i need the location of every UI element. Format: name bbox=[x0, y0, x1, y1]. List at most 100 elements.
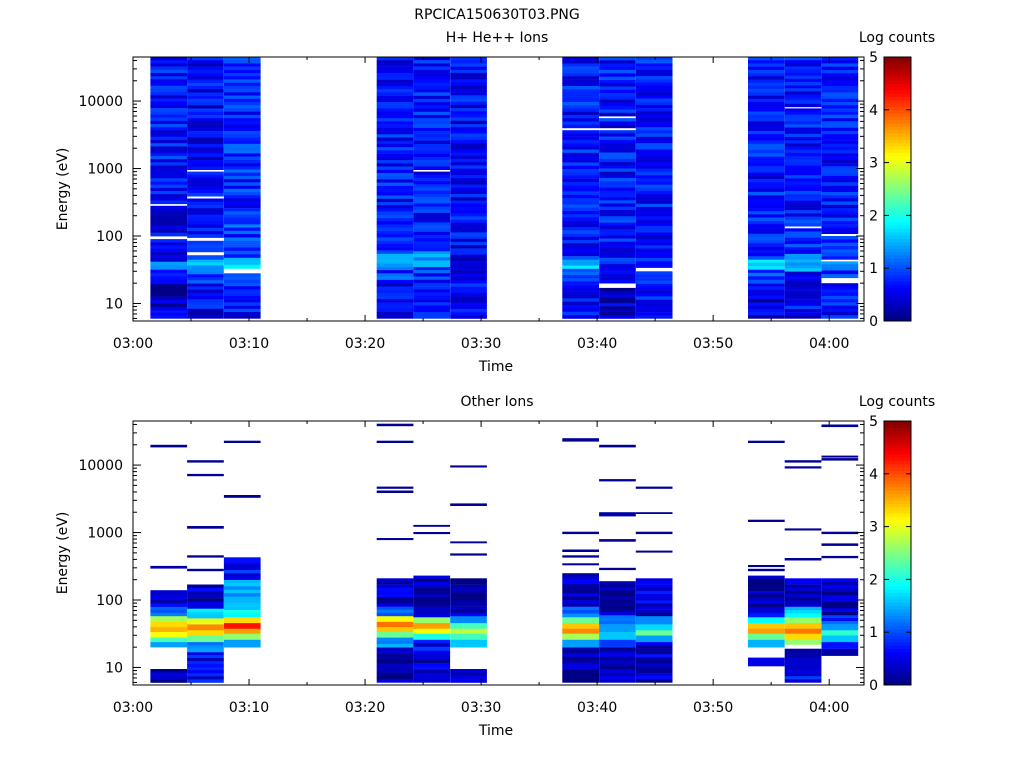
heatmap-cell bbox=[821, 270, 859, 275]
heatmap-cell bbox=[187, 624, 224, 631]
heatmap-cell bbox=[821, 134, 859, 138]
heatmap-cell bbox=[748, 211, 785, 215]
heatmap-cell bbox=[635, 635, 673, 643]
heatmap-cell bbox=[784, 676, 822, 680]
heatmap-cell bbox=[150, 229, 188, 233]
heatmap-cell bbox=[599, 193, 636, 198]
heatmap-cell bbox=[748, 262, 785, 267]
heatmap-cell bbox=[562, 69, 599, 74]
heatmap-cell bbox=[450, 190, 487, 195]
heatmap-cell bbox=[450, 286, 487, 291]
heatmap-cell bbox=[562, 256, 599, 260]
heatmap-cell bbox=[187, 190, 224, 194]
heatmap-cell bbox=[187, 160, 224, 164]
colorbar-swatch bbox=[884, 288, 911, 292]
heatmap-cell bbox=[150, 603, 188, 607]
colorbar-swatch bbox=[884, 645, 911, 650]
heatmap-cell bbox=[223, 299, 261, 303]
heatmap-cell bbox=[562, 230, 599, 234]
colorbar-swatch bbox=[884, 619, 911, 623]
heatmap-cell bbox=[784, 250, 822, 254]
heatmap-cell bbox=[599, 618, 636, 622]
heatmap-cell bbox=[784, 290, 822, 294]
colorbar-swatch bbox=[884, 126, 911, 130]
heatmap-cell bbox=[562, 165, 599, 170]
heatmap-cell bbox=[748, 565, 785, 568]
heatmap-cell bbox=[748, 276, 785, 280]
heatmap-cell bbox=[413, 82, 451, 87]
heatmap-cell bbox=[376, 73, 414, 77]
heatmap-cell bbox=[413, 156, 451, 161]
heatmap-cell bbox=[784, 622, 822, 629]
heatmap-cell bbox=[821, 204, 859, 209]
heatmap-cell bbox=[413, 584, 451, 589]
heatmap-cell bbox=[376, 676, 414, 680]
heatmap-cell bbox=[150, 146, 188, 150]
heatmap-cell bbox=[635, 168, 673, 173]
heatmap-cell bbox=[599, 251, 636, 255]
heatmap-cell bbox=[413, 260, 451, 264]
heatmap-cell bbox=[599, 232, 636, 236]
heatmap-cell bbox=[413, 650, 451, 654]
heatmap-cell bbox=[821, 92, 859, 96]
heatmap-cell bbox=[748, 578, 785, 583]
heatmap-cell bbox=[784, 85, 822, 89]
heatmap-cell bbox=[376, 597, 414, 601]
heatmap-cell bbox=[413, 603, 451, 607]
colorbar-swatch bbox=[884, 90, 911, 94]
heatmap-cell bbox=[599, 89, 636, 94]
heatmap-cell bbox=[450, 88, 487, 93]
heatmap-cell bbox=[821, 618, 859, 622]
heatmap-cell bbox=[784, 253, 822, 257]
heatmap-cell bbox=[223, 143, 261, 148]
heatmap-cell bbox=[413, 184, 451, 188]
colorbar-swatch bbox=[884, 510, 911, 514]
heatmap-cell bbox=[748, 220, 785, 225]
heatmap-cell bbox=[150, 269, 188, 274]
heatmap-cell bbox=[562, 133, 599, 137]
heatmap-cell bbox=[187, 265, 224, 269]
panel-h-he-ions: H+ He++ Ions 03:00 03:10 03:20 03:30 03:40 03… bbox=[55, 30, 935, 375]
heatmap-cell bbox=[562, 259, 599, 263]
heatmap-cell bbox=[413, 639, 451, 644]
x-tick-label: 03:20 bbox=[345, 336, 385, 352]
heatmap-cell bbox=[821, 584, 859, 589]
heatmap-cell bbox=[187, 315, 224, 319]
heatmap-cell bbox=[413, 137, 451, 141]
heatmap-cell bbox=[413, 656, 451, 661]
heatmap-cell bbox=[187, 274, 224, 278]
heatmap-cell bbox=[150, 184, 188, 189]
heatmap-cell bbox=[784, 666, 822, 671]
heatmap-cell bbox=[748, 114, 785, 119]
heatmap-cell bbox=[187, 629, 224, 636]
heatmap-cell bbox=[562, 63, 599, 67]
heatmap-cell bbox=[413, 111, 451, 116]
heatmap-cell bbox=[784, 265, 822, 269]
heatmap-cell bbox=[413, 646, 451, 651]
heatmap-cell bbox=[562, 549, 599, 552]
colorbar-tick-label: 5 bbox=[869, 50, 878, 66]
heatmap-cell bbox=[784, 240, 822, 245]
heatmap-cell bbox=[562, 108, 599, 113]
heatmap-cell bbox=[821, 621, 859, 625]
heatmap-cell bbox=[450, 280, 487, 284]
heatmap-cell bbox=[784, 670, 822, 674]
colorbar-swatch bbox=[884, 297, 911, 302]
heatmap-cell bbox=[562, 201, 599, 205]
heatmap-cell bbox=[376, 616, 414, 622]
heatmap-cell bbox=[599, 599, 636, 603]
heatmap-cell bbox=[376, 247, 414, 251]
heatmap-cell bbox=[187, 66, 224, 71]
heatmap-cell bbox=[784, 66, 822, 70]
heatmap-cell bbox=[562, 118, 599, 122]
heatmap-cell bbox=[223, 570, 261, 574]
heatmap-cell bbox=[150, 101, 188, 106]
colorbar-swatch bbox=[884, 116, 911, 121]
heatmap-cell bbox=[376, 160, 414, 164]
heatmap-cell bbox=[223, 79, 261, 83]
heatmap-cell bbox=[562, 531, 599, 535]
heatmap-cell bbox=[223, 111, 261, 116]
heatmap-cell bbox=[821, 63, 859, 67]
heatmap-cell bbox=[562, 679, 599, 683]
heatmap-cell bbox=[562, 191, 599, 196]
